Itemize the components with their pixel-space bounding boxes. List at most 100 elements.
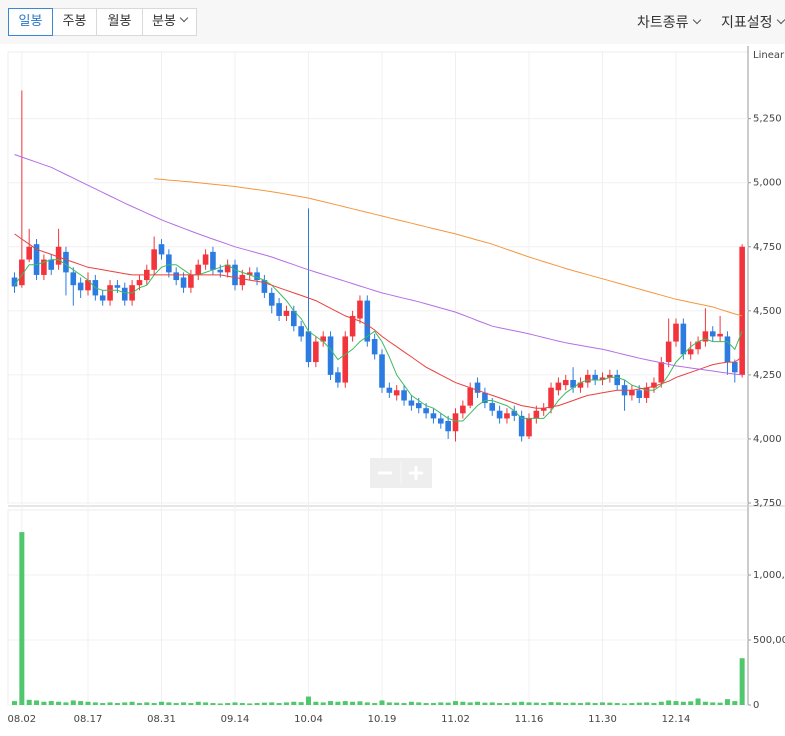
candle-body [607, 374, 613, 378]
candle-body [526, 418, 532, 437]
tab[interactable]: 일봉 [8, 8, 53, 36]
volume-bar [357, 701, 363, 705]
y-tick-label: 4,250 [753, 370, 782, 381]
volume-bar [313, 701, 319, 705]
y-tick-label: 3,750 [753, 498, 782, 509]
x-tick-label: 10.04 [294, 714, 323, 725]
price-pane [7, 51, 749, 504]
volume-bar [739, 658, 745, 705]
volume-bar [511, 702, 517, 705]
menu-label: 차트종류 [637, 15, 689, 31]
tab[interactable]: 월봉 [96, 8, 143, 36]
volume-bar [482, 702, 488, 705]
candle-body [19, 259, 25, 286]
volume-bar [225, 703, 231, 705]
candle-body [673, 323, 679, 342]
candle-body [224, 264, 231, 273]
candle-body [665, 341, 672, 363]
volume-bar [644, 702, 650, 705]
candle-body [430, 413, 437, 419]
volume-bar [247, 703, 253, 705]
volume-bar [585, 702, 591, 705]
volume-bar [41, 701, 47, 705]
candle-body [467, 387, 473, 406]
volume-bar [26, 699, 32, 705]
candle-body [246, 272, 253, 275]
volume-bar [210, 703, 216, 705]
candle-body [570, 380, 576, 388]
candle-body [268, 292, 275, 306]
volume-bar [283, 702, 289, 705]
y-tick-label: 1,000,000 [753, 570, 785, 581]
candle-body [408, 400, 415, 406]
candle-body [180, 277, 187, 288]
volume-bar [386, 702, 392, 705]
volume-bar [291, 701, 297, 705]
candle-body [460, 405, 466, 414]
candle-body [687, 349, 694, 355]
volume-bar [636, 702, 642, 705]
candle-body [327, 336, 334, 375]
candle-body [717, 333, 723, 337]
volume-bar [438, 702, 444, 705]
volume-bar [350, 701, 356, 705]
candle-body [401, 390, 407, 401]
volume-bar [364, 702, 370, 705]
candle-body [48, 259, 55, 270]
menu[interactable]: 지표설정 [721, 12, 785, 32]
volume-bar [188, 703, 194, 705]
candle-body [217, 269, 224, 273]
candle-body [636, 390, 643, 398]
volume-bar [166, 702, 172, 705]
candle-body [702, 331, 709, 342]
moving-average-line [14, 233, 743, 409]
volume-bar [173, 703, 179, 705]
volume-bar [416, 702, 422, 705]
volume-bar [430, 703, 436, 705]
candle-body [423, 408, 429, 414]
menu[interactable]: 차트종류 [637, 12, 701, 32]
candle-body [85, 280, 91, 291]
candle-body [511, 410, 518, 416]
candle-body [739, 246, 745, 375]
candle-body [555, 382, 562, 391]
volume-bar [673, 701, 679, 705]
volume-bar [504, 703, 510, 705]
candle-body [438, 418, 444, 424]
candle-body [452, 413, 459, 432]
volume-bar [629, 703, 635, 705]
volume-bar [306, 696, 311, 705]
candle-body [261, 280, 268, 293]
volume-bar [335, 701, 341, 705]
candle-body [239, 274, 246, 286]
volume-bar [519, 701, 525, 705]
volume-bar [203, 702, 209, 705]
volume-bar [563, 703, 569, 705]
candle-body [114, 285, 121, 288]
volume-bar [622, 703, 628, 705]
volume-bar [489, 702, 495, 705]
x-tick-label: 11.16 [515, 714, 544, 725]
volume-bar [467, 702, 473, 705]
volume-bar [269, 702, 275, 705]
moving-average-line [154, 178, 743, 317]
candle-body [680, 323, 687, 355]
volume-bar [276, 703, 282, 705]
candle-body [41, 259, 47, 275]
candle-body [548, 387, 554, 409]
candle-body [173, 272, 179, 281]
candle-body [415, 403, 422, 409]
y-tick-label: 500,000 [753, 635, 785, 646]
volume-bar [460, 701, 466, 705]
volume-bar [526, 702, 532, 705]
tab[interactable]: 분봉 [142, 8, 197, 36]
candle-body [202, 254, 209, 265]
x-tick-label: 08.31 [147, 714, 176, 725]
volume-bar [48, 701, 54, 705]
volume-bar [724, 699, 730, 705]
candle-body [188, 274, 194, 288]
volume-bar [394, 702, 400, 705]
volume-bar [533, 702, 539, 705]
candle-body [313, 341, 319, 363]
